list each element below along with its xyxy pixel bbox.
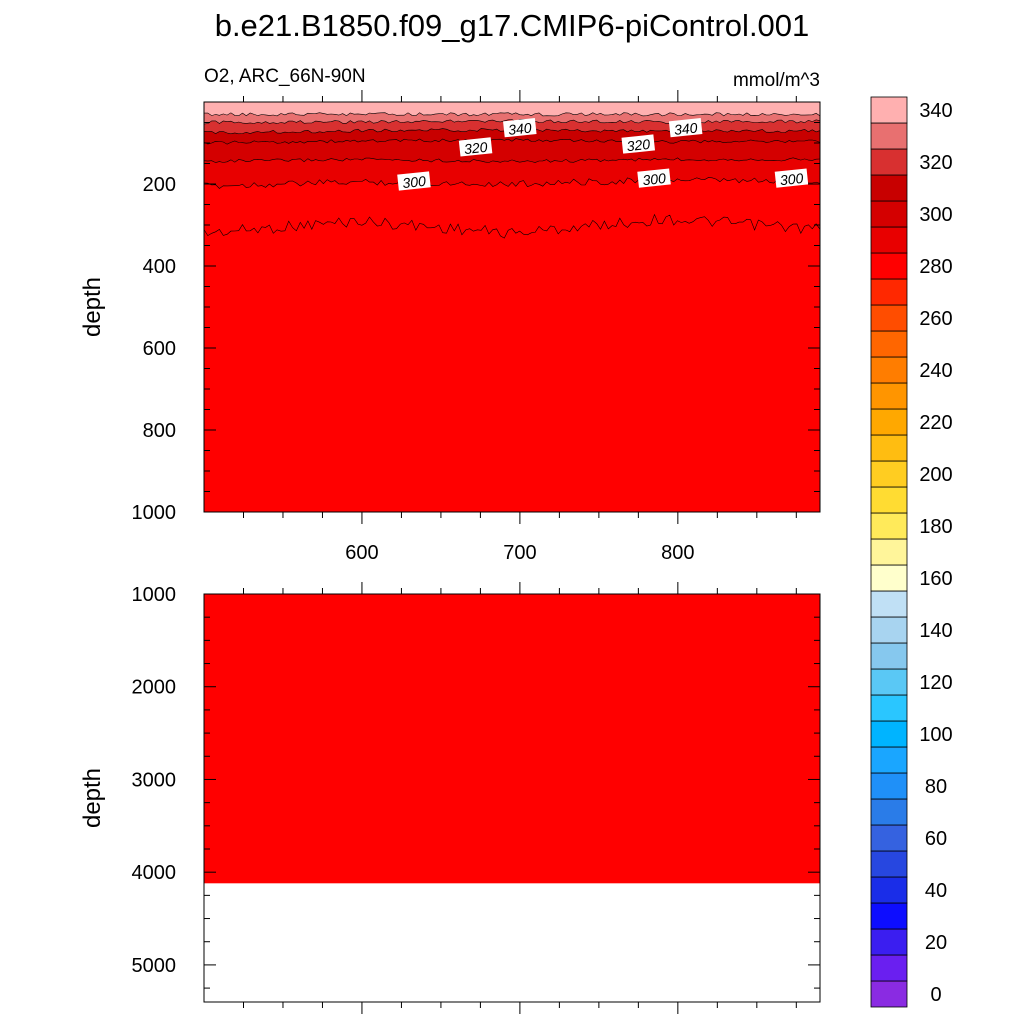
x-tick-label: 600 xyxy=(345,542,378,564)
y-tick-label: 1000 xyxy=(132,502,177,524)
contour-line-320 xyxy=(204,138,820,145)
colorbar-box xyxy=(870,642,908,670)
y-tick-label: 5000 xyxy=(132,955,177,977)
contour-label-300: 300 xyxy=(397,171,431,191)
colorbar-box xyxy=(870,252,908,280)
colorbar-box xyxy=(870,96,908,124)
contour-label-340: 340 xyxy=(503,118,537,138)
colorbar-box xyxy=(870,902,908,930)
x-tick-label: 700 xyxy=(503,542,536,564)
variable-label: O2, ARC_66N-90N xyxy=(204,66,366,87)
colorbar: 0 20 40 60 80 100 120 140 160 180 200 220 240 260 280 3… xyxy=(870,96,953,1008)
y-axis-label: depth xyxy=(79,768,106,828)
colorbar-label: 80 xyxy=(925,776,947,798)
units-label: mmol/m^3 xyxy=(733,70,820,91)
contour-line-350 xyxy=(204,112,820,117)
contour-label-text: 320 xyxy=(463,139,488,157)
contour-label-text: 300 xyxy=(642,170,667,188)
contour-band-350 xyxy=(204,102,820,116)
colorbar-box xyxy=(870,278,908,306)
contour-label-text: 320 xyxy=(626,136,651,154)
colorbar-box xyxy=(870,668,908,696)
y-axis-label: depth xyxy=(79,277,106,337)
contour-line-300 xyxy=(204,177,820,189)
contour-label-340: 340 xyxy=(668,118,703,138)
colorbar-label: 120 xyxy=(919,672,952,694)
colorbar-box xyxy=(870,174,908,202)
chart-title: b.e21.B1850.f09_g17.CMIP6-piControl.001 xyxy=(215,8,810,43)
colorbar-box xyxy=(870,850,908,878)
colorbar-box xyxy=(870,148,908,176)
contour-label-320: 320 xyxy=(458,137,493,157)
colorbar-box xyxy=(870,694,908,722)
colorbar-label: 0 xyxy=(930,984,941,1006)
colorbar-label: 20 xyxy=(925,932,947,954)
contour-label-text: 300 xyxy=(779,170,804,188)
colorbar-label: 300 xyxy=(919,204,952,226)
y-tick-label: 3000 xyxy=(132,769,177,791)
colorbar-box xyxy=(870,772,908,800)
colorbar-label: 160 xyxy=(919,568,952,590)
colorbar-box xyxy=(870,824,908,852)
colorbar-box xyxy=(870,564,908,592)
colorbar-label: 140 xyxy=(919,620,952,642)
colorbar-box xyxy=(870,720,908,748)
colorbar-box xyxy=(870,226,908,254)
contour-label-320: 320 xyxy=(621,134,656,154)
contour-label-300: 300 xyxy=(637,168,671,188)
colorbar-box xyxy=(870,122,908,150)
colorbar-label: 320 xyxy=(919,152,952,174)
y-tick-label: 4000 xyxy=(132,862,177,884)
deep-water-fill xyxy=(204,594,820,884)
colorbar-box xyxy=(870,746,908,774)
y-tick-label: 400 xyxy=(143,256,176,278)
colorbar-box xyxy=(870,304,908,332)
colorbar-box xyxy=(870,954,908,982)
contour-label-text: 340 xyxy=(507,119,532,137)
colorbar-box xyxy=(870,798,908,826)
colorbar-box xyxy=(870,408,908,436)
colorbar-box xyxy=(870,330,908,358)
colorbar-box xyxy=(870,980,908,1008)
colorbar-box xyxy=(870,434,908,462)
colorbar-box xyxy=(870,382,908,410)
contour-line-310 xyxy=(204,157,820,163)
y-tick-label: 200 xyxy=(143,174,176,196)
lower-panel: 1000 2000 3000 4000 5000 depth xyxy=(79,582,821,1014)
y-tick-label: 800 xyxy=(143,420,176,442)
colorbar-box xyxy=(870,356,908,384)
colorbar-label: 200 xyxy=(919,464,952,486)
colorbar-box xyxy=(870,512,908,540)
colorbar-label: 40 xyxy=(925,880,947,902)
colorbar-label: 220 xyxy=(919,412,952,434)
colorbar-label: 180 xyxy=(919,516,952,538)
y-tick-label: 1000 xyxy=(132,584,177,606)
plot-frame xyxy=(203,593,821,1003)
x-tick-label: 800 xyxy=(661,542,694,564)
contour-label-text: 340 xyxy=(673,119,698,137)
colorbar-label: 240 xyxy=(919,360,952,382)
colorbar-label: 260 xyxy=(919,308,952,330)
colorbar-box xyxy=(870,486,908,514)
colorbar-box xyxy=(870,460,908,488)
y-tick-label: 600 xyxy=(143,338,176,360)
colorbar-box xyxy=(870,928,908,956)
contour-line-340 xyxy=(204,119,820,125)
colorbar-label: 340 xyxy=(919,100,952,122)
colorbar-label: 280 xyxy=(919,256,952,278)
colorbar-label: 100 xyxy=(919,724,952,746)
upper-panel: 340 340 320 320 300 300 300 200 400 600 800 1000 dep… xyxy=(79,90,821,564)
colorbar-box xyxy=(870,616,908,644)
y-tick-label: 2000 xyxy=(132,677,177,699)
colorbar-box xyxy=(870,876,908,904)
contour-label-text: 300 xyxy=(402,173,427,191)
contour-line-290 xyxy=(204,213,820,239)
contour-label-300: 300 xyxy=(774,168,809,188)
colorbar-label: 60 xyxy=(925,828,947,850)
colorbar-box xyxy=(870,200,908,228)
colorbar-box xyxy=(870,538,908,566)
colorbar-box xyxy=(870,590,908,618)
